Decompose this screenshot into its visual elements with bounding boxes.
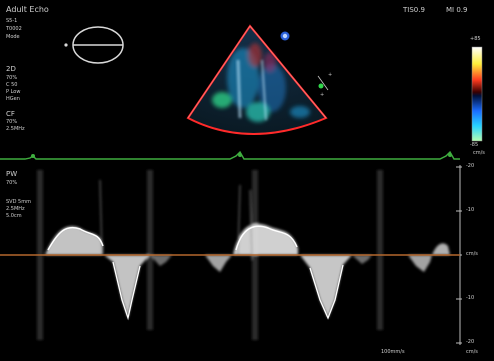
thermal-index-label: TIS0.9: [403, 6, 425, 14]
params-cf-line: 2.5MHz: [6, 126, 25, 132]
params-2d-line: HGen: [6, 96, 20, 102]
doppler-tick-label: -10: [466, 295, 475, 301]
color-scale-bottom-label: -85: [470, 142, 479, 148]
params-pw-line: SVD 5mm: [6, 199, 31, 205]
params-2d-line: C 50: [6, 82, 18, 88]
sample-volume-cursor-icon: + +: [317, 72, 332, 98]
mode-label: Mode: [6, 34, 20, 40]
mechanical-index-label: MI 0.9: [446, 6, 468, 14]
svg-text:+: +: [328, 72, 332, 78]
probe-label: S5-1: [6, 18, 18, 24]
probe-orientation-icon: [64, 26, 124, 64]
ecg-trace: [0, 150, 460, 160]
color-velocity-scale: [471, 46, 483, 142]
params-pw-line: 2.5MHz: [6, 206, 25, 212]
institution-label: T0002: [6, 26, 22, 32]
preset-label: Adult Echo: [6, 5, 49, 14]
svg-text:+: +: [320, 92, 324, 98]
sweep-speed-label: 100mm/s: [381, 349, 405, 355]
params-pw-line: 5.0cm: [6, 213, 22, 219]
doppler-tick-label: -10: [466, 207, 475, 213]
doppler-tick-label: -20: [466, 163, 475, 169]
params-2d-line: P Low: [6, 89, 21, 95]
params-cf-line: 70%: [6, 119, 18, 125]
params-pw-heading: PW: [6, 170, 18, 178]
params-2d-line: 70%: [6, 75, 18, 81]
doppler-tick-label: cm/s: [466, 251, 478, 257]
color-scale-top-label: +85: [470, 36, 481, 42]
echo-sector-image: [186, 24, 328, 135]
params-2d-heading: 2D: [6, 65, 16, 73]
probe-marker-icon: [280, 31, 290, 41]
footer-unit-label: cm/s: [466, 349, 478, 355]
params-cf-heading: CF: [6, 110, 15, 118]
params-pw-line: 70%: [6, 180, 18, 186]
doppler-tick-label: -20: [466, 339, 475, 345]
color-scale-unit-label: cm/s: [473, 150, 485, 156]
